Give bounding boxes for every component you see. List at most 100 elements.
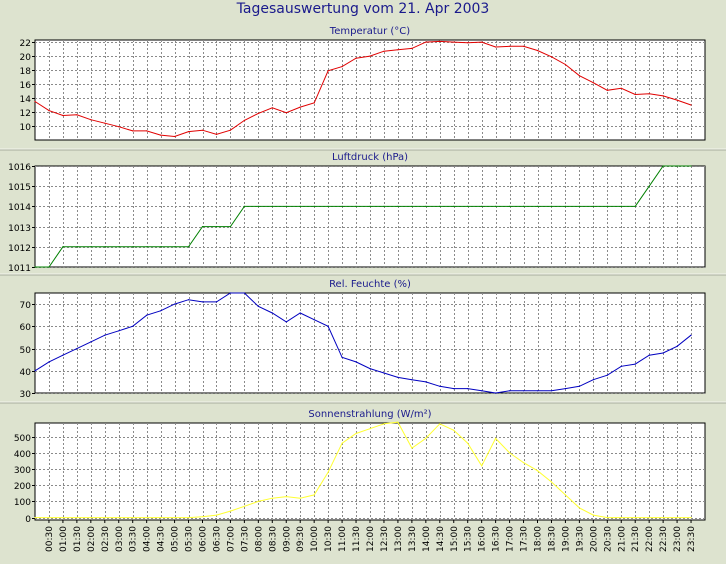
- temperature-data-point: [174, 135, 176, 138]
- humidity-data-point: [299, 312, 301, 314]
- temperature-data-point: [62, 114, 64, 117]
- x-tick-label: 12:30: [380, 526, 390, 552]
- humidity-data-point: [606, 374, 608, 376]
- temperature-data-point: [411, 47, 413, 50]
- humidity-data-point: [243, 292, 245, 294]
- x-tick-label: 06:30: [213, 526, 223, 552]
- pressure-data-point: [76, 246, 78, 248]
- pressure-data-point: [132, 246, 134, 248]
- pressure-data-point: [411, 205, 413, 207]
- pressure-data-point: [509, 205, 511, 207]
- solar-data-point: [634, 517, 636, 519]
- solar-data-point: [313, 494, 315, 496]
- solar-data-point: [76, 517, 78, 519]
- temperature-data-point: [620, 87, 622, 89]
- temperature-data-point: [132, 130, 134, 132]
- humidity-data-point: [160, 310, 162, 312]
- temperature-data-point: [439, 40, 441, 43]
- solar-data-point: [369, 428, 371, 430]
- pressure-y-tick-label: 1016: [8, 163, 31, 173]
- humidity-data-point: [146, 314, 148, 316]
- humidity-y-tick-label: 60: [20, 323, 32, 333]
- solar-data-point: [215, 514, 218, 516]
- solar-data-point: [355, 432, 357, 435]
- solar-data-point: [285, 496, 287, 498]
- x-tick-label: 09:30: [296, 526, 306, 552]
- pressure-data-point: [606, 205, 608, 207]
- humidity-data-point: [271, 312, 273, 314]
- humidity-data-point: [76, 348, 78, 350]
- pressure-data-point: [453, 205, 455, 207]
- solar-data-point: [522, 462, 525, 464]
- x-tick-label: 14:30: [436, 526, 446, 552]
- solar-data-point: [481, 465, 483, 467]
- humidity-data-point: [397, 376, 399, 378]
- solar-data-point: [411, 447, 413, 449]
- pressure-data-point: [564, 205, 567, 207]
- humidity-data-point: [341, 356, 343, 358]
- solar-data-point: [160, 517, 162, 519]
- solar-data-point: [550, 481, 553, 483]
- pressure-data-point: [341, 205, 343, 207]
- temperature-data-point: [453, 41, 455, 43]
- humidity-y-tick-label: 40: [20, 368, 32, 378]
- x-tick-label: 16:00: [478, 526, 488, 552]
- temperature-y-tick-label: 22: [20, 39, 31, 49]
- humidity-data-point: [648, 354, 650, 356]
- solar-data-point: [439, 423, 441, 425]
- x-tick-label: 18:30: [548, 526, 558, 552]
- temperature-data-point: [271, 107, 273, 109]
- pressure-y-tick-label: 1011: [8, 264, 31, 274]
- pressure-data-point: [522, 205, 525, 207]
- solar-data-point: [48, 517, 50, 519]
- temperature-data-point: [327, 70, 329, 72]
- solar-y-tick-label: 0: [25, 515, 31, 525]
- pressure-chart-title: Luftdruck (hPa): [332, 152, 408, 163]
- solar-data-point: [327, 471, 329, 473]
- x-tick-label: 13:30: [408, 526, 418, 552]
- temperature-data-point: [187, 131, 190, 133]
- pressure-data-point: [536, 205, 539, 207]
- pressure-data-point: [243, 205, 245, 207]
- temperature-data-point: [509, 45, 511, 47]
- pressure-data-point: [495, 205, 497, 207]
- humidity-data-point: [453, 388, 455, 390]
- pressure-data-point: [425, 205, 427, 207]
- temperature-y-tick-label: 20: [20, 53, 32, 63]
- solar-data-point: [425, 437, 427, 439]
- pressure-data-point: [271, 205, 273, 207]
- solar-data-point: [383, 423, 385, 425]
- temperature-data-point: [229, 129, 231, 131]
- temperature-data-point: [662, 95, 664, 97]
- solar-y-tick-label: 500: [14, 434, 31, 444]
- temperature-chart-title: Temperatur (°C): [329, 26, 410, 37]
- solar-data-point: [662, 517, 664, 519]
- humidity-data-point: [355, 361, 357, 363]
- pressure-data-point: [383, 205, 385, 207]
- solar-data-point: [257, 500, 259, 502]
- x-tick-label: 19:00: [561, 526, 571, 552]
- humidity-data-point: [522, 390, 525, 392]
- humidity-data-point: [550, 390, 553, 392]
- x-tick-label: 09:00: [282, 526, 292, 552]
- x-tick-label: 14:00: [422, 526, 432, 552]
- humidity-data-point: [383, 372, 385, 374]
- humidity-data-point: [257, 305, 259, 307]
- temperature-data-point: [285, 112, 287, 114]
- x-tick-label: 08:30: [268, 526, 278, 552]
- humidity-data-point: [313, 319, 315, 321]
- pressure-data-point: [118, 246, 120, 248]
- temperature-data-point: [313, 102, 315, 104]
- x-tick-label: 23:00: [673, 526, 683, 552]
- humidity-data-point: [201, 301, 204, 303]
- temperature-data-point: [104, 122, 106, 124]
- x-tick-label: 04:00: [143, 526, 153, 552]
- solar-data-point: [536, 470, 539, 472]
- solar-data-point: [467, 442, 469, 444]
- solar-data-point: [509, 452, 511, 454]
- temperature-y-tick-label: 10: [20, 123, 32, 133]
- temperature-data-point: [634, 93, 636, 96]
- temperature-data-point: [676, 99, 678, 101]
